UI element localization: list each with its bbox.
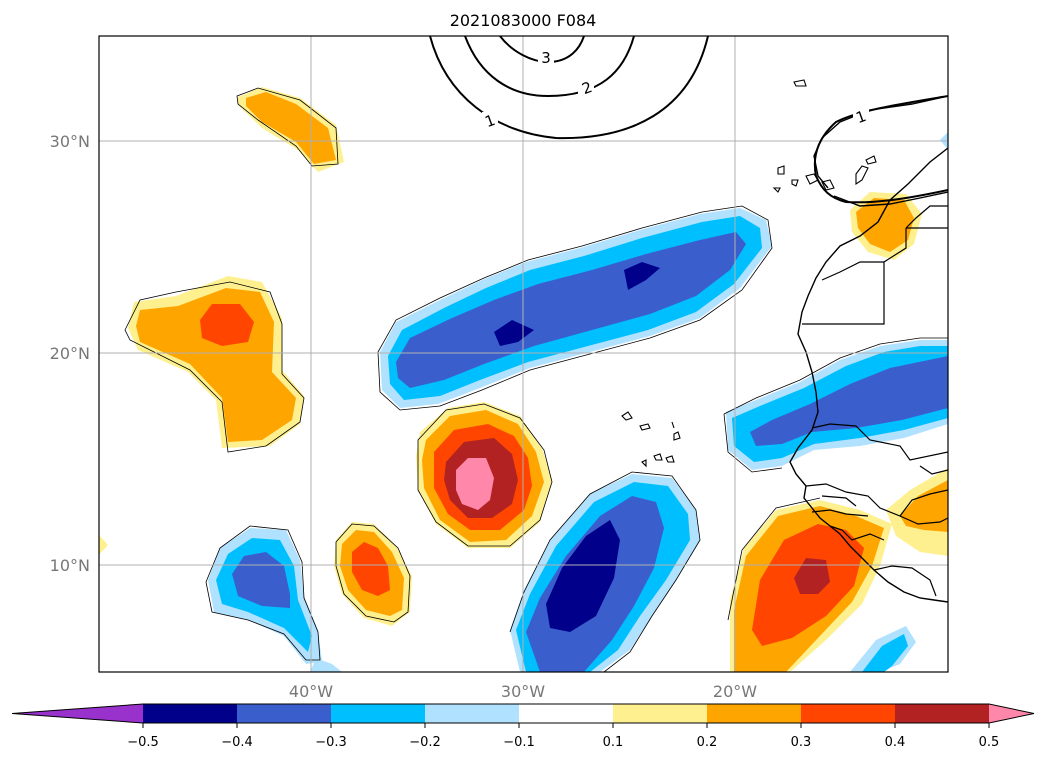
colorbar-segment — [613, 704, 708, 723]
map-title: 2021083000 F084 — [450, 11, 597, 30]
graticule — [99, 36, 948, 672]
colorbar-segment — [895, 704, 990, 723]
anomaly-outlines — [124, 87, 948, 672]
colorbar-tick-label: −0.5 — [127, 735, 159, 750]
colorbar-tick-label: 0.1 — [603, 735, 624, 750]
colorbar-segment — [425, 704, 520, 723]
colorbar-tick-label: 0.3 — [791, 735, 812, 750]
lon-label: 20°W — [713, 682, 757, 701]
contour-label: 3 — [541, 49, 551, 67]
islands — [621, 79, 877, 468]
colorbar-tick-label: −0.1 — [503, 735, 535, 750]
colorbar-extend-low — [12, 704, 143, 723]
lat-label: 30°N — [50, 132, 90, 151]
lon-label: 30°W — [501, 682, 545, 701]
colorbar-tick-label: 0.4 — [885, 735, 906, 750]
colorbar-segment — [143, 704, 238, 723]
colorbar-segment — [801, 704, 896, 723]
country-borders — [802, 205, 948, 597]
colorbar-tick-label: 0.5 — [979, 735, 1000, 750]
map-frame — [98, 35, 949, 673]
colorbar-tick-label: −0.3 — [315, 735, 347, 750]
colorbar-tick-label: −0.2 — [409, 735, 441, 750]
lat-label: 10°N — [50, 556, 90, 575]
colorbar-extend-high — [989, 704, 1034, 723]
colorbar: −0.5 −0.4 −0.3 −0.2 −0.1 0.1 0.2 0.3 0.4 0.5 — [11, 703, 1035, 750]
colorbar-tick-label: −0.4 — [221, 735, 253, 750]
colorbar-tick-label: 0.2 — [697, 735, 718, 750]
colorbar-segment — [707, 704, 802, 723]
map-area: 3 2 1 1 — [99, 36, 948, 672]
colorbar-segment — [331, 704, 426, 723]
colorbar-segment — [519, 704, 614, 723]
colorbar-segment — [237, 704, 332, 723]
lat-label: 20°N — [50, 344, 90, 363]
lon-label: 40°W — [289, 682, 333, 701]
contour-label-group: 3 2 1 1 — [482, 49, 869, 131]
